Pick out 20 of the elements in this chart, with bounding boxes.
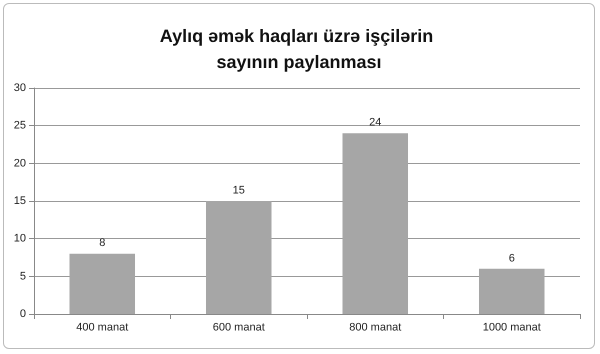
data-label: 8	[99, 237, 106, 250]
y-tick-label: 25	[14, 120, 26, 132]
data-label: 24	[369, 116, 382, 129]
data-label: 6	[508, 252, 515, 264]
x-tick-label: 1000 manat	[482, 322, 541, 334]
bar	[478, 268, 545, 314]
bar	[342, 133, 408, 314]
bar	[206, 201, 272, 314]
y-tick-label: 15	[14, 195, 26, 207]
x-tick-label: 400 manat	[76, 322, 128, 334]
data-label: 15	[232, 184, 245, 196]
bar	[69, 254, 136, 314]
y-tick-label: 5	[20, 270, 26, 282]
x-tick-label: 600 manat	[212, 322, 265, 334]
y-tick-label: 20	[14, 157, 26, 170]
x-tick-label: 800 manat	[349, 322, 402, 334]
y-tick-label: 30	[14, 82, 26, 94]
y-tick-label: 10	[14, 232, 26, 245]
y-tick-label: 0	[20, 308, 26, 320]
chart-title: Aylıq əmək haqları üzrə işçilərin sayının paylanması	[160, 26, 438, 72]
